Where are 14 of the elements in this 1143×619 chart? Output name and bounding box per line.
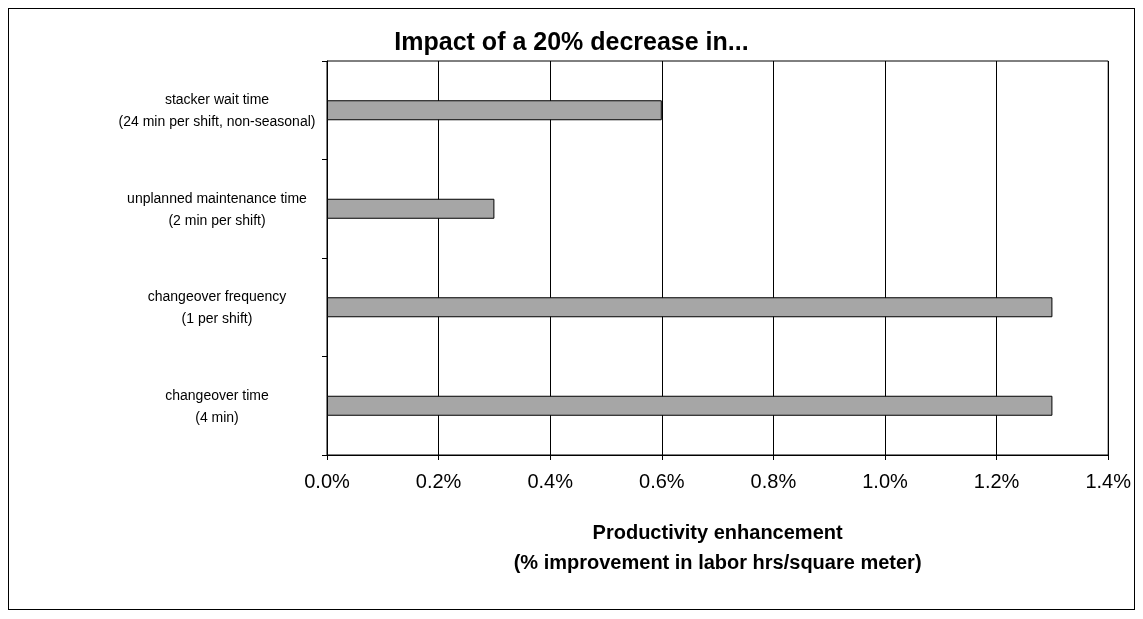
x-tick-label: 1.0%: [862, 470, 909, 492]
x-tick-label: 1.2%: [973, 470, 1020, 492]
x-tick-label: 0.6%: [639, 470, 685, 492]
y-tick-label: changeover frequency (1 per shift): [147, 288, 287, 327]
y-tick-label: unplanned maintenance time (2 min per shift): [127, 189, 308, 228]
y-tick-label: stacker wait time (24 min per shift, non-seasonal): [118, 91, 316, 130]
x-axis-title: Productivity enhancement (% improvement in labor hrs/square meter): [513, 521, 922, 573]
x-tick-label: 1.4%: [1085, 470, 1132, 492]
x-tick-label: 0.2%: [415, 470, 462, 492]
y-tick-label: changeover time (4 min): [165, 386, 269, 425]
x-tick-label: 0.4%: [527, 470, 574, 492]
chart-title: Impact of a 20% decrease in...: [394, 26, 749, 55]
x-tick-label: 0.8%: [750, 470, 797, 492]
x-tick-label: 0.0%: [304, 470, 351, 492]
